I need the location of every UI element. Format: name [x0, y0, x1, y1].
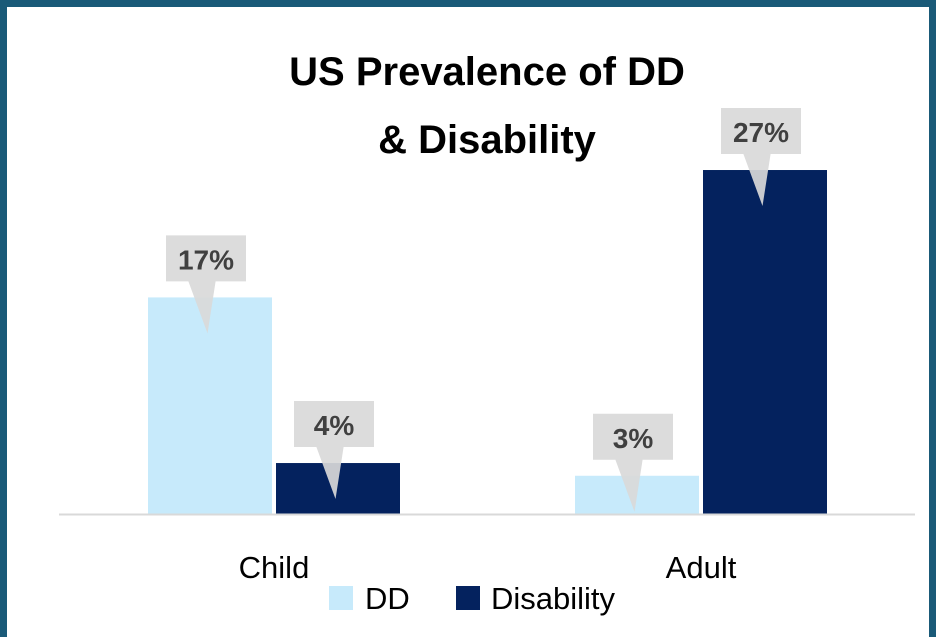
- data-label-callout-child-disability: [294, 401, 374, 500]
- category-label-child: Child: [239, 550, 310, 585]
- legend-label-disability: Disability: [491, 581, 616, 616]
- callouts-layer: 17% 4% 3% 27%: [166, 108, 801, 512]
- data-label-child-disability: 4%: [314, 410, 355, 441]
- legend-swatch-dd: [329, 586, 353, 610]
- bar-adult-disability: [703, 170, 827, 514]
- legend-swatch-disability: [456, 586, 480, 610]
- legend: DD Disability: [329, 581, 616, 616]
- chart-title-line-1: US Prevalence of DD: [289, 50, 685, 94]
- bars-layer: [148, 170, 827, 514]
- legend-label-dd: DD: [365, 581, 410, 616]
- data-label-callout-adult-dd: [593, 413, 673, 512]
- chart-svg: US Prevalence of DD & Disability 17% 4% 3%…: [59, 50, 915, 616]
- data-label-adult-disability: 27%: [733, 117, 789, 148]
- bar-child-dd: [148, 297, 272, 514]
- chart-title-line-2: & Disability: [378, 118, 597, 162]
- category-labels: Child Adult: [239, 550, 737, 585]
- data-label-child-dd: 17%: [178, 244, 234, 275]
- data-label-callout-adult-disability: [721, 108, 801, 207]
- data-label-callout-child-dd: [166, 235, 246, 334]
- data-label-adult-dd: 3%: [613, 423, 654, 454]
- category-label-adult: Adult: [666, 550, 737, 585]
